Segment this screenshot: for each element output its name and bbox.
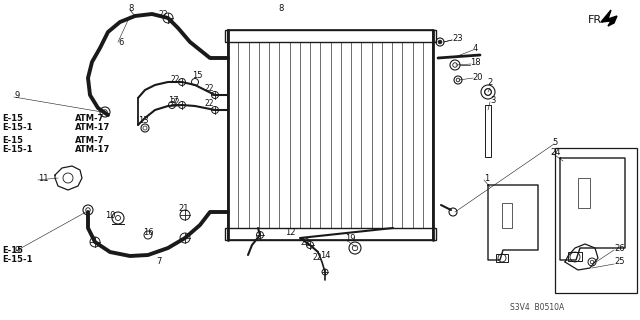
Text: 25: 25 xyxy=(614,258,625,267)
Bar xyxy=(225,228,436,240)
Text: 7: 7 xyxy=(156,258,161,267)
Text: 22: 22 xyxy=(300,237,310,246)
Text: 9: 9 xyxy=(14,245,19,254)
Text: 22: 22 xyxy=(204,99,214,108)
Text: S3V4  B0510A: S3V4 B0510A xyxy=(510,303,564,313)
Text: 15: 15 xyxy=(192,70,202,79)
Text: 13: 13 xyxy=(138,116,148,124)
Text: 1: 1 xyxy=(484,173,489,182)
Circle shape xyxy=(438,40,442,44)
Text: 3: 3 xyxy=(490,95,495,105)
Bar xyxy=(502,203,512,228)
Text: 8: 8 xyxy=(278,4,284,12)
Text: 24: 24 xyxy=(550,148,561,156)
Text: E-15: E-15 xyxy=(2,114,23,123)
Text: FR.: FR. xyxy=(588,15,605,25)
Text: E-15-1: E-15-1 xyxy=(2,123,33,132)
Text: 22: 22 xyxy=(170,98,179,107)
Text: ATM-7: ATM-7 xyxy=(75,135,104,145)
Text: 26: 26 xyxy=(614,244,625,252)
Text: 8: 8 xyxy=(128,4,133,12)
Text: E-15: E-15 xyxy=(2,135,23,145)
Bar xyxy=(225,30,436,42)
Text: 16: 16 xyxy=(143,228,154,236)
Text: ATM-7: ATM-7 xyxy=(75,114,104,123)
Text: 12: 12 xyxy=(285,228,296,236)
Bar xyxy=(555,148,637,293)
Text: 22: 22 xyxy=(158,10,168,19)
Text: 4: 4 xyxy=(473,44,478,52)
Text: 5: 5 xyxy=(552,138,557,147)
Bar xyxy=(568,252,582,261)
Text: 19: 19 xyxy=(345,234,355,243)
Text: 17: 17 xyxy=(168,95,179,105)
Bar xyxy=(496,254,508,262)
Bar xyxy=(228,30,433,240)
Text: 6: 6 xyxy=(118,37,124,46)
Text: 22: 22 xyxy=(312,253,321,262)
Text: E-15: E-15 xyxy=(2,245,23,254)
Text: 10: 10 xyxy=(105,211,115,220)
Text: 22: 22 xyxy=(204,84,214,92)
Bar xyxy=(485,105,491,157)
Text: 21: 21 xyxy=(178,204,189,212)
Polygon shape xyxy=(601,10,617,26)
Text: ATM-17: ATM-17 xyxy=(75,123,110,132)
Text: 23: 23 xyxy=(452,34,463,43)
Text: 2: 2 xyxy=(487,77,492,86)
Text: E-15-1: E-15-1 xyxy=(2,145,33,154)
Text: 22: 22 xyxy=(170,75,179,84)
Text: ATM-17: ATM-17 xyxy=(75,145,110,154)
Text: 20: 20 xyxy=(472,73,483,82)
Text: 9: 9 xyxy=(14,91,19,100)
Bar xyxy=(578,178,590,208)
Text: 14: 14 xyxy=(320,251,330,260)
Text: E-15-1: E-15-1 xyxy=(2,254,33,263)
Text: 11: 11 xyxy=(38,173,49,182)
Text: 18: 18 xyxy=(470,58,481,67)
